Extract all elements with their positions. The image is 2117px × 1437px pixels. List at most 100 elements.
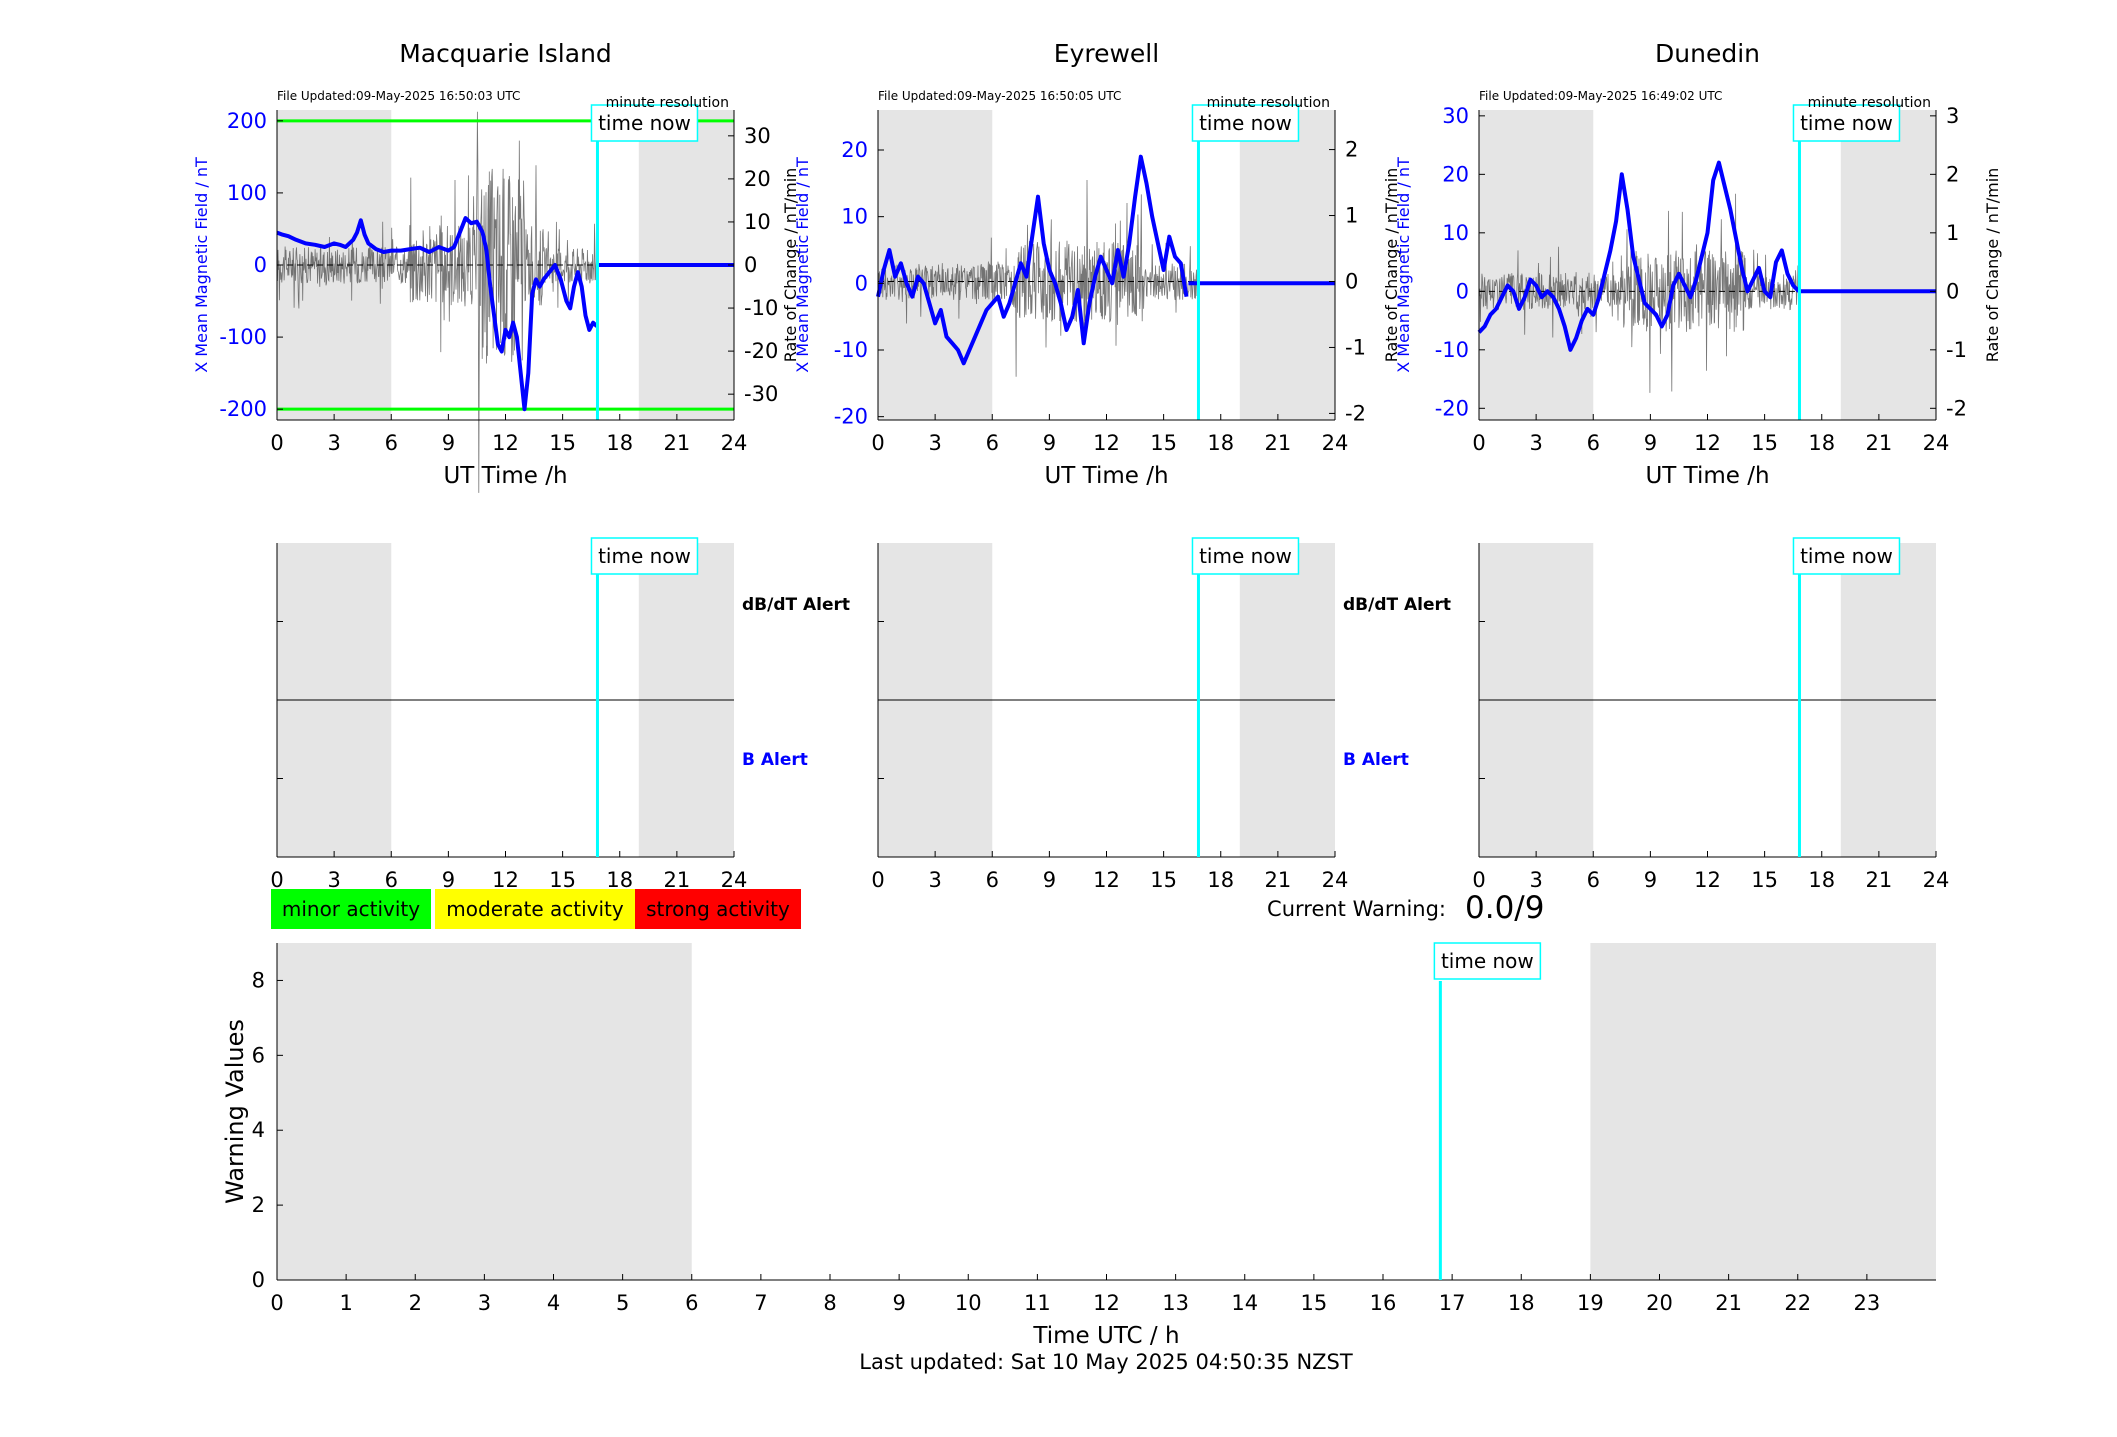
y-tick-label: -10	[1435, 338, 1469, 362]
x-tick-label: 3	[928, 431, 941, 455]
x-tick-label: 3	[327, 868, 340, 892]
x-tick-label: 21	[1866, 868, 1893, 892]
file-updated-text: File Updated:09-May-2025 16:50:05 UTC	[878, 89, 1121, 103]
resolution-text: minute resolution	[1207, 95, 1330, 111]
y-tick-label: 200	[227, 109, 267, 133]
x-tick-label: 12	[492, 431, 519, 455]
y-tick-label: 6	[252, 1043, 265, 1067]
x-tick-label: 22	[1784, 1291, 1811, 1315]
dbdt-alert-label: dB/dT Alert	[1343, 595, 1451, 615]
x-tick-label: 21	[1265, 868, 1292, 892]
x-tick-label: 21	[1715, 1291, 1742, 1315]
left-y-axis-label: X Mean Magnetic Field / nT	[192, 157, 211, 373]
x-tick-label: 0	[270, 868, 283, 892]
x-tick-label: 9	[1043, 431, 1056, 455]
minor-activity-label: minor activity	[282, 897, 420, 921]
x-tick-label: 9	[442, 868, 455, 892]
x-axis-label: Time UTC / h	[1032, 1323, 1179, 1349]
x-tick-label: 15	[1150, 431, 1177, 455]
y2-tick-label: -1	[1345, 335, 1366, 359]
x-tick-label: 3	[327, 431, 340, 455]
x-tick-label: 15	[1150, 868, 1177, 892]
y-tick-label: -20	[1435, 396, 1469, 420]
x-tick-label: 12	[492, 868, 519, 892]
right-y-axis-label: Rate of Change / nT/min	[781, 168, 800, 363]
time-now-box	[1792, 537, 1901, 575]
y-tick-label: -10	[834, 338, 868, 362]
y2-tick-label: -1	[1946, 338, 1967, 362]
y-tick-label: -100	[219, 325, 267, 349]
x-tick-label: 8	[823, 1291, 836, 1315]
activity-legend: minor activity moderate activity strong ac…	[271, 889, 801, 929]
x-tick-label: 21	[1866, 431, 1893, 455]
x-tick-label: 6	[986, 868, 999, 892]
y2-tick-label: 20	[744, 167, 771, 191]
y-tick-label: 20	[841, 138, 868, 162]
y2-tick-label: -20	[744, 339, 778, 363]
dbdt-alert-label: dB/dT Alert	[742, 595, 850, 615]
y2-tick-label: 1	[1946, 221, 1959, 245]
x-tick-label: 24	[1923, 431, 1950, 455]
current-warning-label: Current Warning:	[1267, 897, 1446, 921]
y-tick-label: -200	[219, 397, 267, 421]
y-tick-label: -20	[834, 405, 868, 429]
y2-tick-label: 2	[1946, 162, 1959, 186]
rate-of-change-line	[1478, 193, 1800, 393]
x-tick-label: 9	[1043, 868, 1056, 892]
time-now-box	[590, 537, 699, 575]
x-tick-label: 3	[1529, 431, 1542, 455]
x-tick-label: 2	[409, 1291, 422, 1315]
x-tick-label: 21	[664, 868, 691, 892]
x-tick-label: 5	[616, 1291, 629, 1315]
time-now-label: time now	[1800, 111, 1893, 135]
y-tick-label: 0	[252, 1268, 265, 1292]
night-shade	[277, 943, 692, 1280]
x-tick-label: 15	[1751, 868, 1778, 892]
night-shade	[1590, 943, 1936, 1280]
x-tick-label: 10	[955, 1291, 982, 1315]
y-axis-label: Warning Values	[221, 1019, 249, 1204]
x-tick-label: 3	[1529, 868, 1542, 892]
x-tick-label: 18	[606, 431, 633, 455]
x-tick-label: 3	[478, 1291, 491, 1315]
moderate-activity-swatch	[435, 889, 635, 929]
time-now-box	[1191, 537, 1300, 575]
minor-activity-swatch	[271, 889, 431, 929]
y-tick-label: 0	[254, 253, 267, 277]
x-tick-label: 6	[1587, 868, 1600, 892]
moderate-activity-label: moderate activity	[446, 897, 624, 921]
right-y-axis-label: Rate of Change / nT/min	[1382, 168, 1401, 363]
x-tick-label: 12	[1093, 431, 1120, 455]
time-now-label: time now	[1441, 949, 1534, 973]
time-now-label: time now	[598, 544, 691, 568]
y2-tick-label: 2	[1345, 138, 1358, 162]
y-tick-label: 4	[252, 1118, 265, 1142]
x-tick-label: 0	[1472, 431, 1485, 455]
x-tick-label: 15	[1301, 1291, 1328, 1315]
x-tick-label: 0	[1472, 868, 1485, 892]
x-tick-label: 9	[442, 431, 455, 455]
file-updated-text: File Updated:09-May-2025 16:49:02 UTC	[1479, 89, 1722, 103]
y2-tick-label: 0	[1946, 279, 1959, 303]
x-tick-label: 15	[1751, 431, 1778, 455]
x-tick-label: 24	[1923, 868, 1950, 892]
x-tick-label: 11	[1024, 1291, 1051, 1315]
x-tick-label: 24	[1322, 868, 1349, 892]
rate-of-change-line	[877, 179, 1199, 377]
x-tick-label: 23	[1854, 1291, 1881, 1315]
x-tick-label: 9	[1644, 431, 1657, 455]
y2-tick-label: 1	[1345, 204, 1358, 228]
x-tick-label: 3	[928, 868, 941, 892]
y-tick-label: 20	[1442, 162, 1469, 186]
current-warning-value: 0.0/9	[1465, 890, 1544, 926]
strong-activity-swatch	[635, 889, 801, 929]
b-field-line	[1477, 160, 1801, 352]
b-field-line	[276, 216, 599, 412]
x-tick-label: 20	[1646, 1291, 1673, 1315]
resolution-text: minute resolution	[606, 95, 729, 111]
strong-activity-label: strong activity	[646, 897, 790, 921]
x-tick-label: 21	[664, 431, 691, 455]
x-tick-label: 21	[1265, 431, 1292, 455]
time-now-box	[1433, 942, 1542, 980]
